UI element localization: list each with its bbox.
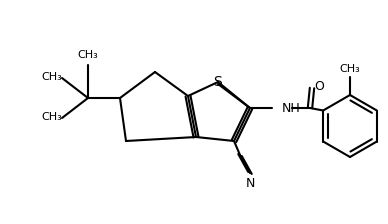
Text: O: O [314, 80, 324, 93]
Text: CH₃: CH₃ [340, 64, 360, 74]
Text: NH: NH [282, 101, 301, 114]
Text: S: S [214, 75, 222, 89]
Text: CH₃: CH₃ [42, 72, 62, 82]
Text: N: N [245, 177, 255, 190]
Text: CH₃: CH₃ [78, 50, 99, 60]
Text: CH₃: CH₃ [42, 112, 62, 122]
